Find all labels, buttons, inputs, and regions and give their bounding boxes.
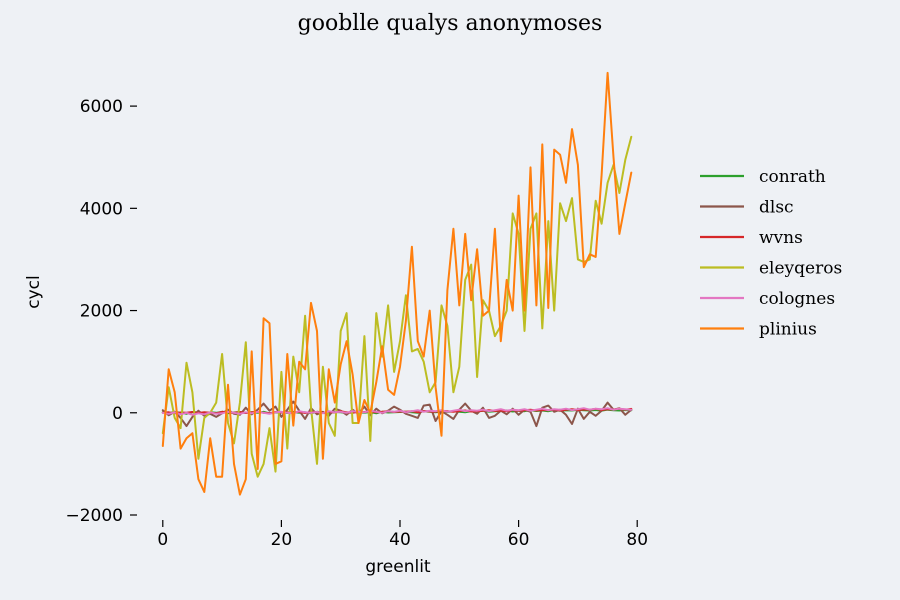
series-line-eleyqeros [161, 135, 633, 478]
y-tick-label: 4000 [80, 199, 123, 219]
y-axis-label: cycl [24, 275, 44, 308]
legend-label-colognes: colognes [759, 289, 835, 309]
series-line-plinius [161, 71, 633, 496]
legend-label-conrath: conrath [759, 167, 826, 187]
x-tick-label: 20 [271, 530, 293, 550]
series-line-colognes [161, 407, 633, 416]
x-tick-label: 60 [508, 530, 530, 550]
y-tick-label: 6000 [80, 97, 123, 117]
x-tick-label: 80 [626, 530, 648, 550]
y-tick-label: −2000 [65, 506, 123, 526]
x-tick-label: 40 [389, 530, 411, 550]
legend-label-wvns: wvns [759, 228, 803, 248]
y-axis-ticks: −2000 0 2000 4000 6000 [65, 97, 137, 526]
legend-label-plinius: plinius [759, 320, 817, 340]
y-tick-label: 2000 [80, 302, 123, 322]
series-line-dlsc [161, 400, 633, 428]
legend: conrath dlsc wvns eleyqeros colognes plinius [700, 167, 842, 340]
y-tick-label: 0 [112, 404, 123, 424]
chart-title: gooblle qualys anonymoses [298, 11, 603, 36]
legend-label-dlsc: dlsc [759, 198, 794, 218]
series-lines [161, 71, 633, 496]
x-axis-label: greenlit [365, 557, 431, 577]
x-tick-label: 0 [157, 530, 168, 550]
legend-label-eleyqeros: eleyqeros [759, 259, 842, 279]
x-axis-ticks: 0 20 40 60 80 [157, 520, 648, 550]
